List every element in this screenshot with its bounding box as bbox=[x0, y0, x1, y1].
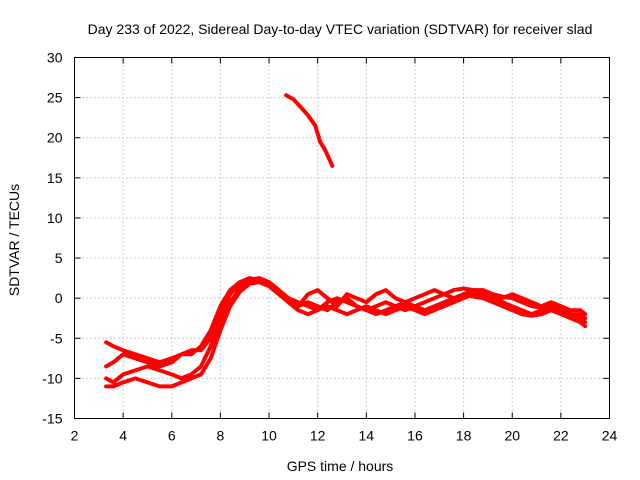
series-line-track-1 bbox=[104, 276, 588, 365]
series-line-track-3 bbox=[104, 277, 588, 385]
x-tick-label: 20 bbox=[504, 428, 520, 444]
y-tick-label: 0 bbox=[55, 290, 63, 306]
x-tick-label: 10 bbox=[261, 428, 277, 444]
x-tick-label: 8 bbox=[217, 428, 225, 444]
x-tick-label: 16 bbox=[407, 428, 423, 444]
x-tick-label: 12 bbox=[310, 428, 326, 444]
series-line-track-4 bbox=[104, 280, 588, 389]
x-tick-label: 14 bbox=[359, 428, 375, 444]
x-axis-label: GPS time / hours bbox=[287, 458, 394, 474]
x-tick-label: 2 bbox=[71, 428, 79, 444]
y-tick-label: 15 bbox=[47, 170, 63, 186]
x-tick-label: 18 bbox=[456, 428, 472, 444]
y-tick-label: 10 bbox=[47, 210, 63, 226]
y-tick-label: 25 bbox=[47, 90, 63, 106]
chart-title: Day 233 of 2022, Sidereal Day-to-day VTE… bbox=[88, 21, 593, 37]
y-axis-tick-labels: 30 25 20 15 10 5 0 -5 -10 -15 bbox=[42, 50, 62, 427]
y-tick-label: -15 bbox=[42, 411, 62, 427]
plot-frame bbox=[74, 57, 610, 419]
y-tick-label: -10 bbox=[42, 370, 62, 386]
y-tick-label: 30 bbox=[47, 50, 63, 66]
grid-lines bbox=[74, 57, 610, 419]
y-tick-label: -5 bbox=[50, 330, 63, 346]
series-line-track-5 bbox=[284, 93, 335, 168]
y-tick-label: 20 bbox=[47, 130, 63, 146]
x-tick-label: 22 bbox=[553, 428, 569, 444]
x-tick-label: 24 bbox=[602, 428, 618, 444]
x-tick-label: 6 bbox=[168, 428, 176, 444]
axis-ticks bbox=[74, 57, 610, 419]
data-series bbox=[104, 93, 588, 389]
x-tick-label: 4 bbox=[119, 428, 127, 444]
y-axis-label: SDTVAR / TECUs bbox=[6, 184, 22, 296]
x-axis-tick-labels: 2 4 6 8 10 12 14 16 18 20 22 24 bbox=[71, 428, 618, 444]
y-tick-label: 5 bbox=[55, 250, 63, 266]
